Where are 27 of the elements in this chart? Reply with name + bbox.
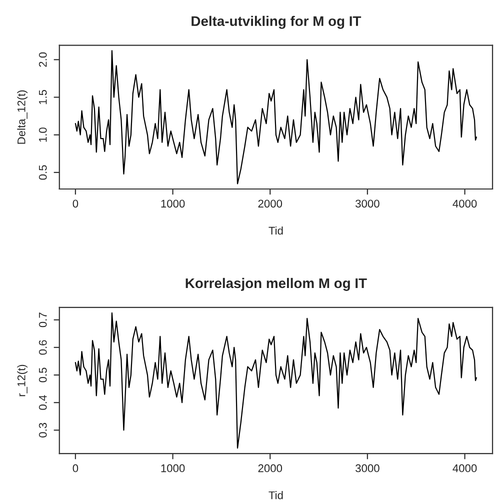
x-tick-label: 4000 [452,200,477,208]
y-tick-label: 1.0 [38,128,47,142]
y-tick-label: 1.5 [39,90,47,104]
x-tick-label: 4000 [452,464,477,472]
x-axis-title: Tid [268,226,283,235]
x-tick-label: 2000 [258,464,282,472]
x-tick-label: 2000 [258,200,282,208]
chart-title: Delta-utvikling for M og IT [192,16,362,29]
y-tick-label: 0.6 [38,340,47,355]
y-axis-title: Delta_12(t) [17,90,28,144]
x-axis-title: Tid [268,491,283,500]
x-tick-label: 3000 [356,464,380,472]
y-tick-label: 0.4 [38,395,47,410]
x-tick-label: 1000 [161,200,185,208]
x-tick-label: 3000 [356,200,380,208]
chart-title: Korrelasjon mellom M og IT [186,278,367,291]
line-series [74,312,478,449]
y-tick-label: 2.0 [38,52,47,67]
y-axis-title: r_12(t) [17,364,28,396]
x-tick-label: 0 [72,464,78,472]
y-tick-label: 0.5 [38,368,47,382]
line-series [74,50,478,184]
x-tick-label: 0 [72,200,78,208]
y-tick-label: 0.7 [38,312,47,328]
y-tick-label: 0.3 [38,422,47,438]
y-tick-label: 0.5 [38,165,47,180]
x-tick-label: 1000 [161,464,185,472]
